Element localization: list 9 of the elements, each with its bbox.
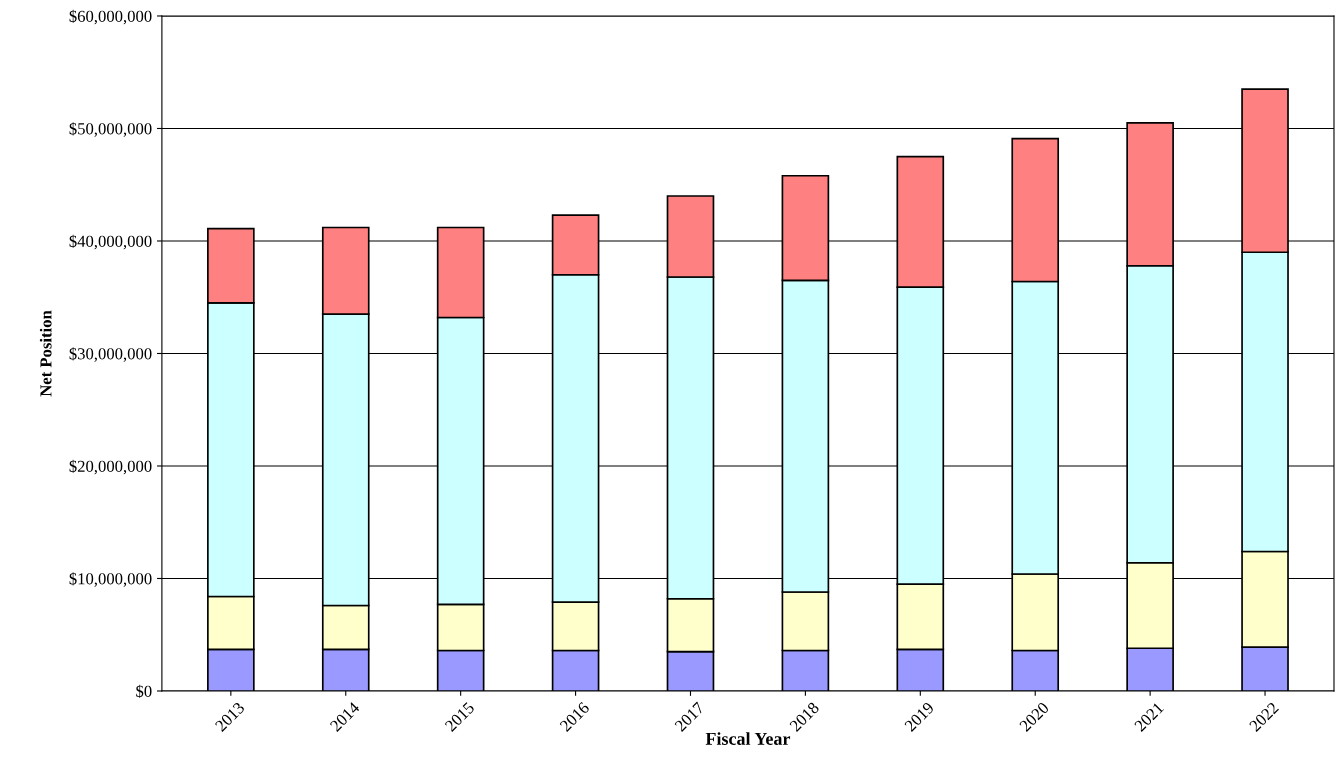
y-tick-label: $10,000,000: [69, 572, 152, 587]
y-tick-label: $30,000,000: [69, 347, 152, 362]
y-tick-label: $40,000,000: [69, 234, 152, 250]
y-tick-label: $60,000,000: [69, 9, 152, 25]
y-tick-label: $20,000,000: [69, 459, 152, 475]
y-axis-title: Net Position: [39, 310, 52, 397]
y-tick-label: $50,000,000: [69, 122, 152, 137]
y-tick-label: $0: [136, 684, 152, 699]
x-axis-title: Fiscal Year: [705, 732, 791, 745]
